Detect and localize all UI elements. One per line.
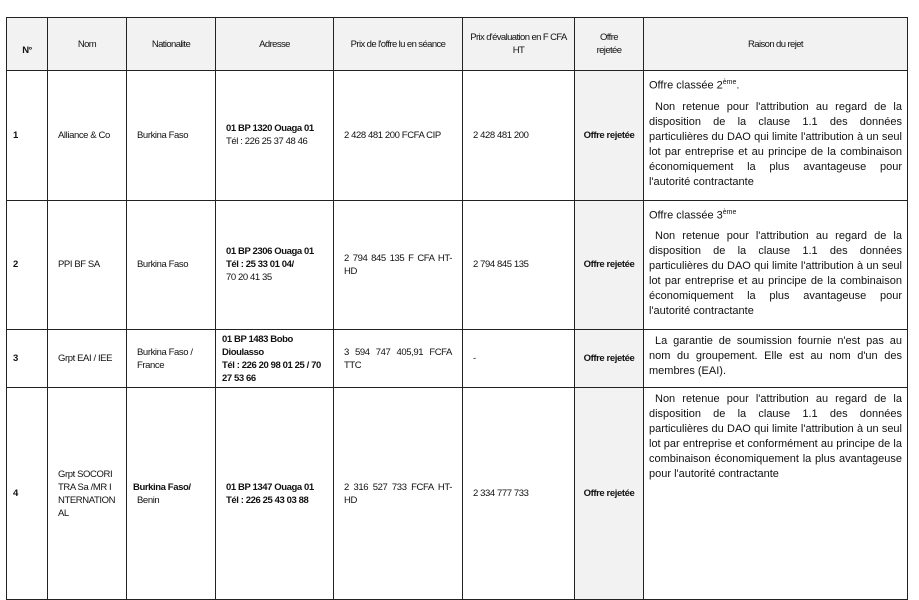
nationalite-line: Burkina Faso: [137, 259, 189, 271]
raison-classement: Offre classée 3ème: [649, 208, 737, 222]
row-number: 1: [6, 70, 48, 201]
row-nom: PPI BF SA: [47, 199, 127, 331]
row-prix-evaluation: 2 428 481 200: [462, 70, 575, 201]
row-prix-lu: 3 594 747 405,91 FCFA TTC: [333, 329, 463, 389]
adresse-line: Tél : 25 33 01 04/: [226, 259, 294, 271]
row-number: 2: [6, 199, 48, 331]
table-row: 2 PPI BF SA Burkina Faso 01 BP 2306 Ouag…: [6, 199, 908, 331]
row-offre-rejetee: Offre rejetée: [574, 329, 644, 389]
row-prix-lu: 2 794 845 135 F CFA HT-HD: [333, 199, 463, 331]
nationalite-line: France: [137, 359, 165, 371]
adresse-line: Tél : 226 20 98 01 25 / 70 27 53 66: [222, 359, 321, 384]
raison-text: Non retenue pour l'attribution au regard…: [649, 100, 902, 188]
raison-text: La garantie de soumission fournie n'est …: [649, 335, 902, 378]
row-raison: Non retenue pour l'attribution au regard…: [643, 387, 908, 600]
row-prix-lu: 2 428 481 200 FCFA CIP: [333, 70, 463, 201]
row-adresse: 01 BP 2306 Ouaga 01 Tél : 25 33 01 04/70 …: [215, 199, 334, 331]
row-raison: La garantie de soumission fournie n'est …: [643, 329, 908, 389]
raison-text: Non retenue pour l'attribution au regard…: [649, 393, 902, 481]
header-row: N° Nom Nationalite Adresse Prix de l'off…: [6, 17, 908, 71]
adresse-line: 01 BP 2306 Ouaga 01: [226, 246, 314, 258]
table-row: 4 Grpt SOCORITRA Sa /MR INTERNATIONAL Bu…: [6, 387, 908, 600]
nationalite-line: Burkina Faso: [137, 129, 189, 141]
nationalite-line: Burkina Faso /: [137, 346, 193, 358]
header-nationalite: Nationalite: [126, 17, 216, 71]
row-prix-evaluation: -: [462, 329, 575, 389]
row-offre-rejetee: Offre rejetée: [574, 70, 644, 201]
row-adresse: 01 BP 1347 Ouaga 01 Tél : 226 25 43 03 88: [215, 387, 334, 600]
header-offre-rejetee: Offre rejetée: [574, 17, 644, 71]
header-prix-lu: Prix de l'offre lu en séance: [333, 17, 463, 71]
header-nom: Nom: [47, 17, 127, 71]
table-row: 3 Grpt EAI / IEE Burkina Faso / France 01…: [6, 329, 908, 389]
header-raison: Raison du rejet: [643, 17, 908, 71]
adresse-line: 01 BP 1320 Ouaga 01: [226, 123, 314, 135]
row-raison: Offre classée 3ème Non retenue pour l'at…: [643, 199, 908, 331]
row-nom: Grpt SOCORITRA Sa /MR INTERNATIONAL: [47, 387, 127, 600]
row-nationalite: Burkina Faso: [126, 70, 216, 201]
row-raison: Offre classée 2ème. Non retenue pour l'a…: [643, 70, 908, 201]
row-adresse: 01 BP 1483 Bobo Dioulasso Tél : 226 20 98…: [215, 329, 334, 389]
raison-text: Non retenue pour l'attribution au regard…: [649, 230, 902, 318]
row-prix-lu: 2 316 527 733 FCFA HT-HD: [333, 387, 463, 600]
row-adresse: 01 BP 1320 Ouaga 01 Tél : 226 25 37 48 46: [215, 70, 334, 201]
rejected-offers-table: N° Nom Nationalite Adresse Prix de l'off…: [6, 17, 908, 600]
raison-classement: Offre classée 2ème.: [649, 79, 740, 92]
row-nationalite: Burkina Faso/Benin: [126, 387, 216, 600]
adresse-line: Tél : 226 25 37 48 46: [226, 136, 308, 148]
row-nom: Alliance & Co: [47, 70, 127, 201]
header-number: N°: [6, 17, 48, 71]
adresse-line: Tél : 226 25 43 03 88: [226, 494, 309, 506]
header-adresse: Adresse: [215, 17, 334, 71]
header-prix-evaluation: Prix d'évaluation en F CFA HT: [462, 17, 575, 71]
row-prix-evaluation: 2 794 845 135: [462, 199, 575, 331]
row-number: 3: [6, 329, 48, 389]
nationalite-line: Benin: [137, 494, 160, 506]
adresse-line: 70 20 41 35: [226, 272, 272, 284]
adresse-line: 01 BP 1483 Bobo Dioulasso: [222, 333, 293, 358]
row-offre-rejetee: Offre rejetée: [574, 387, 644, 600]
row-nationalite: Burkina Faso / France: [126, 329, 216, 389]
table-row: 1 Alliance & Co Burkina Faso 01 BP 1320 …: [6, 70, 908, 201]
row-prix-evaluation: 2 334 777 733: [462, 387, 575, 600]
row-nationalite: Burkina Faso: [126, 199, 216, 331]
row-nom: Grpt EAI / IEE: [47, 329, 127, 389]
row-number: 4: [6, 387, 48, 600]
adresse-line: 01 BP 1347 Ouaga 01: [226, 481, 314, 493]
nationalite-line: Burkina Faso/: [133, 481, 191, 493]
row-offre-rejetee: Offre rejetée: [574, 199, 644, 331]
